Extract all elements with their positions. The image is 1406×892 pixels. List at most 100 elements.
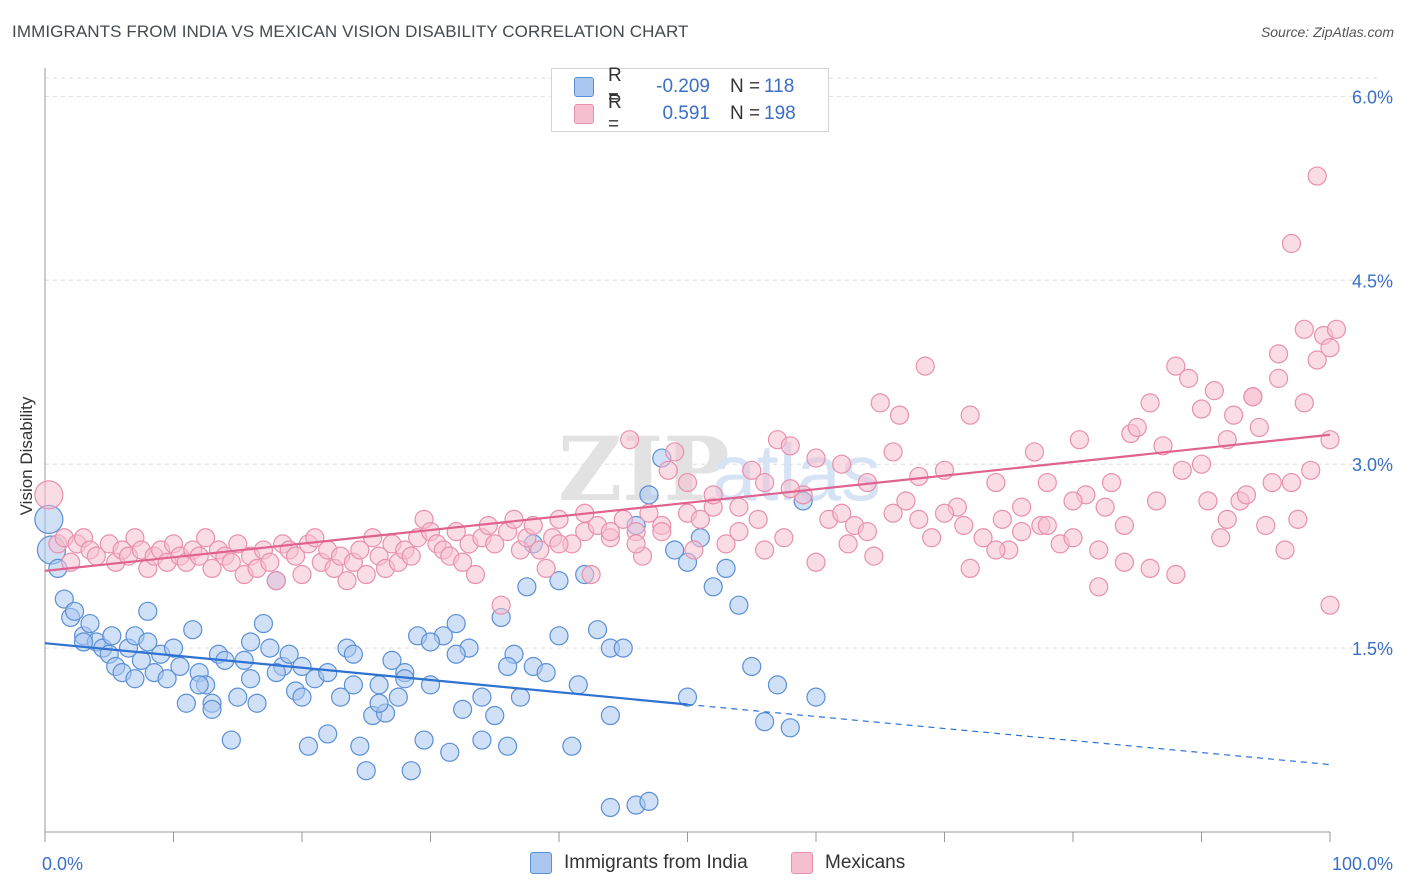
mexican-point bbox=[485, 534, 505, 554]
mexican-point bbox=[1204, 381, 1224, 401]
tick-labels: 1.5% 3.0% 4.5% 6.0% 0.0% 100.0% bbox=[42, 87, 1393, 874]
india-point bbox=[241, 669, 261, 689]
mexican-point bbox=[665, 442, 685, 462]
mexican-point bbox=[1011, 497, 1032, 517]
mexican-point bbox=[1288, 509, 1308, 529]
india-point bbox=[703, 577, 723, 597]
mexican-point bbox=[864, 546, 884, 566]
mexican-point bbox=[780, 479, 800, 499]
india-point bbox=[446, 644, 466, 664]
mexican-point bbox=[1063, 491, 1083, 511]
mexican-point bbox=[1320, 430, 1340, 450]
mexican-point bbox=[1294, 319, 1314, 339]
axes bbox=[44, 68, 1331, 842]
mexican-point bbox=[909, 509, 929, 529]
india-point bbox=[639, 485, 659, 505]
mexican-point bbox=[620, 430, 640, 450]
india-point bbox=[587, 620, 608, 640]
mexican-point bbox=[626, 534, 646, 554]
india-point bbox=[677, 687, 698, 707]
india-point bbox=[279, 644, 299, 664]
mexican-point bbox=[1166, 564, 1186, 585]
mexican-point bbox=[1101, 472, 1122, 493]
mexican-point bbox=[677, 472, 698, 493]
mexican-point bbox=[754, 540, 775, 560]
mexican-point bbox=[1037, 515, 1057, 536]
mexican-point bbox=[922, 528, 942, 548]
mexican-point bbox=[1320, 338, 1340, 358]
mexican-point bbox=[1191, 399, 1212, 419]
y-tick-label: 3.0% bbox=[1352, 455, 1393, 475]
mexican-point bbox=[652, 522, 672, 542]
mexican-point bbox=[1268, 344, 1289, 364]
india-trend-line bbox=[44, 642, 688, 706]
mexican-point bbox=[465, 564, 486, 585]
legend-label-mexicans: Mexicans bbox=[825, 852, 906, 873]
india-point bbox=[64, 601, 85, 621]
india-point bbox=[568, 675, 588, 695]
mexican-point bbox=[1224, 405, 1244, 425]
mexican-point bbox=[260, 552, 280, 572]
india-point bbox=[54, 589, 74, 609]
india-point bbox=[446, 613, 466, 634]
india-point bbox=[485, 705, 505, 726]
mexican-point bbox=[600, 522, 621, 542]
r-label: R = bbox=[608, 92, 622, 135]
mexican-point bbox=[1307, 350, 1327, 370]
mexican-point bbox=[1281, 472, 1302, 493]
n-value: 198 bbox=[764, 103, 796, 124]
india-point bbox=[754, 712, 775, 732]
mexican-point bbox=[1262, 472, 1282, 493]
mexican-point bbox=[202, 558, 222, 579]
mexican-point bbox=[1268, 368, 1289, 388]
india-point bbox=[453, 699, 473, 719]
mexican-point bbox=[1114, 515, 1135, 536]
india-point bbox=[401, 761, 421, 781]
india-point bbox=[440, 742, 460, 762]
india-point bbox=[138, 601, 158, 621]
mexican-point bbox=[870, 393, 890, 413]
india-point bbox=[260, 638, 280, 658]
chart-title: IMMIGRANTS FROM INDIA VS MEXICAN VISION … bbox=[12, 22, 689, 41]
mexican-point bbox=[915, 356, 935, 376]
india-point bbox=[34, 504, 64, 534]
mexican-point bbox=[986, 540, 1006, 560]
india-point bbox=[517, 577, 537, 597]
watermark: ZIP atlas bbox=[558, 417, 881, 521]
r-value: 0.591 bbox=[662, 103, 710, 124]
india-point bbox=[613, 638, 633, 658]
n-label: N = bbox=[730, 103, 761, 124]
india-point bbox=[562, 736, 582, 756]
india-point bbox=[138, 632, 158, 652]
mexican-point bbox=[1037, 472, 1057, 493]
india-point bbox=[253, 613, 274, 634]
mexican-point bbox=[729, 522, 749, 542]
mexican-point bbox=[1146, 491, 1167, 511]
india-point bbox=[266, 663, 286, 683]
mexican-point bbox=[285, 546, 306, 566]
india-point bbox=[292, 687, 312, 707]
mexican-point bbox=[1089, 577, 1109, 597]
mexican-point bbox=[973, 528, 993, 548]
india-point bbox=[247, 693, 267, 713]
mexican-point bbox=[1191, 454, 1212, 474]
mexican-point bbox=[838, 534, 858, 554]
india-point bbox=[498, 656, 518, 677]
india-point bbox=[536, 663, 556, 683]
mexican-point bbox=[883, 503, 903, 523]
y-tick-label: 1.5% bbox=[1352, 639, 1393, 659]
mexican-point bbox=[960, 558, 980, 579]
mexican-point bbox=[1211, 528, 1231, 548]
mexican-point bbox=[832, 454, 852, 474]
mexican-point bbox=[806, 448, 826, 468]
india-point bbox=[102, 626, 122, 646]
mexican-point bbox=[1217, 509, 1237, 529]
legend-label-india: Immigrants from India bbox=[564, 852, 748, 873]
mexican-swatch bbox=[791, 852, 813, 874]
mexican-point bbox=[1127, 417, 1147, 438]
mexican-point bbox=[742, 460, 762, 480]
r-label: R = bbox=[608, 65, 622, 108]
india-point bbox=[241, 632, 261, 652]
mexican-point bbox=[806, 552, 826, 572]
mexican-point bbox=[1172, 460, 1192, 480]
